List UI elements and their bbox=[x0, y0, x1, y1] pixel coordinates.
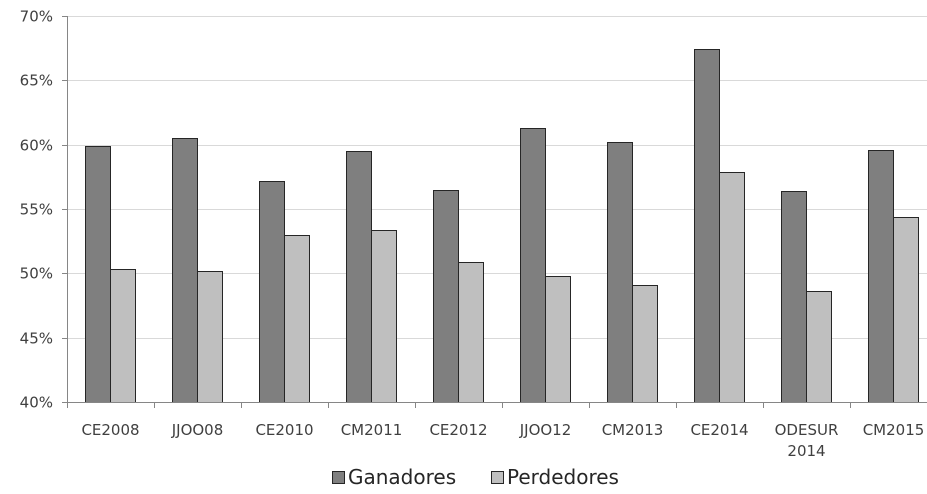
y-tick-label: 55% bbox=[20, 201, 53, 219]
axes bbox=[62, 16, 927, 408]
legend-label-perdedores: Perdedores bbox=[507, 465, 619, 489]
x-category-label: ODESUR bbox=[775, 421, 839, 439]
bar-ganadores-9 bbox=[868, 150, 894, 403]
bar-perdedores-0 bbox=[110, 269, 136, 403]
bar-ganadores-7 bbox=[694, 49, 720, 403]
bar-ganadores-6 bbox=[607, 142, 633, 403]
x-category-label: CM2015 bbox=[863, 421, 925, 439]
y-tick-label: 45% bbox=[20, 330, 53, 348]
bar-perdedores-2 bbox=[284, 235, 310, 403]
bar-perdedores-7 bbox=[719, 172, 745, 403]
legend-swatch-ganadores bbox=[332, 471, 345, 484]
bar-ganadores-4 bbox=[433, 190, 459, 403]
legend: Ganadores Perdedores bbox=[332, 465, 619, 489]
x-category-label: CE2008 bbox=[81, 421, 139, 439]
bar-perdedores-4 bbox=[458, 262, 484, 403]
bar-ganadores-5 bbox=[520, 128, 546, 403]
bar-ganadores-3 bbox=[346, 151, 372, 403]
y-tick-label: 70% bbox=[20, 8, 53, 26]
x-category-label: CE2012 bbox=[429, 421, 487, 439]
legend-label-ganadores: Ganadores bbox=[348, 465, 456, 489]
bar-ganadores-1 bbox=[172, 138, 198, 403]
bar-ganadores-0 bbox=[85, 146, 111, 403]
bar-ganadores-8 bbox=[781, 191, 807, 403]
bar-perdedores-1 bbox=[197, 271, 223, 403]
bar-perdedores-5 bbox=[545, 276, 571, 403]
y-tick-label: 50% bbox=[20, 265, 53, 283]
x-category-label: 2014 bbox=[787, 442, 825, 460]
bar-perdedores-6 bbox=[632, 285, 658, 403]
legend-swatch-perdedores bbox=[491, 471, 504, 484]
bar-perdedores-8 bbox=[806, 291, 832, 403]
bars bbox=[85, 49, 919, 403]
y-tick-label: 40% bbox=[20, 394, 53, 412]
y-tick-labels: 40% 45% 50% 55% 60% 65% 70% bbox=[20, 8, 53, 412]
bar-ganadores-2 bbox=[259, 181, 285, 403]
y-tick-label: 60% bbox=[20, 137, 53, 155]
x-category-label: JJOO12 bbox=[519, 421, 572, 439]
bar-perdedores-3 bbox=[371, 230, 397, 403]
x-category-label: CE2014 bbox=[690, 421, 748, 439]
x-category-label: CM2013 bbox=[602, 421, 664, 439]
x-category-label: JJOO08 bbox=[171, 421, 224, 439]
bar-perdedores-9 bbox=[893, 217, 919, 403]
x-category-labels: CE2008 JJOO08 CE2010 CM2011 CE2012 JJOO12 CM20… bbox=[81, 421, 924, 460]
y-tick-label: 65% bbox=[20, 72, 53, 90]
x-category-label: CE2010 bbox=[255, 421, 313, 439]
x-category-label: CM2011 bbox=[341, 421, 403, 439]
